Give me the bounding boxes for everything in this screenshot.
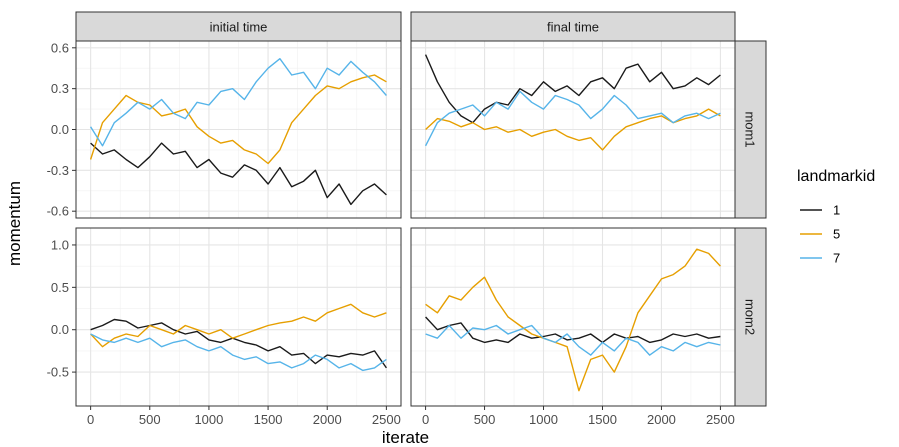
x-tick-label: 2000 — [647, 412, 676, 427]
row-strip-1 — [734, 40, 767, 219]
y-tick-label: -0.5 — [47, 365, 69, 380]
series-line-5 — [90, 303, 387, 348]
row-strip-label-2: mom2 — [743, 299, 758, 335]
row-strip-label-1: mom1 — [743, 111, 758, 147]
x-tick-label: 1000 — [529, 412, 558, 427]
panel-border — [410, 40, 736, 219]
legend: landmarkid 1 5 7 — [797, 168, 875, 266]
series-line-7 — [90, 333, 387, 372]
x-tick-label: 0 — [87, 412, 94, 427]
panel-r1-c2 — [410, 40, 736, 219]
series-line-7 — [424, 90, 721, 147]
series-line-1 — [424, 54, 721, 124]
panel-r2-c2 — [410, 227, 736, 407]
panel-border — [410, 227, 736, 407]
x-tick-label: 0 — [422, 412, 429, 427]
y-tick-label: 0.6 — [51, 40, 69, 55]
y-tick-label: 0.0 — [51, 322, 69, 337]
column-strip-2 — [410, 11, 736, 42]
y-axis-title: momentum — [5, 181, 24, 266]
x-tick-label: 2000 — [313, 412, 342, 427]
series-line-5 — [425, 248, 721, 392]
y-tick-label: 0.3 — [51, 81, 69, 96]
series-line-7 — [425, 324, 721, 356]
panel-r2-c1 — [75, 227, 402, 407]
legend-label-5: 5 — [833, 227, 840, 242]
column-strip-label-2: final time — [547, 20, 599, 35]
series-line-1 — [90, 142, 387, 206]
x-tick-label: 500 — [474, 412, 496, 427]
series-line-1 — [425, 316, 721, 344]
column-strip-1 — [75, 11, 402, 42]
y-tick-label: -0.3 — [47, 163, 69, 178]
column-strip-label-1: initial time — [210, 20, 268, 35]
row-strip-2 — [734, 227, 767, 407]
series-line-7 — [90, 58, 387, 147]
x-tick-label: 1500 — [254, 412, 283, 427]
y-tick-label: 0.5 — [51, 280, 69, 295]
panel-r1-c1 — [75, 40, 402, 219]
x-tick-label: 2500 — [706, 412, 735, 427]
x-tick-label: 1500 — [588, 412, 617, 427]
x-tick-label: 2500 — [372, 412, 401, 427]
panel-border — [75, 227, 402, 407]
y-tick-label: -0.6 — [47, 204, 69, 219]
x-tick-label: 500 — [139, 412, 161, 427]
x-tick-label: 1000 — [194, 412, 223, 427]
x-axis-title: iterate — [382, 428, 429, 447]
legend-label-7: 7 — [833, 251, 840, 266]
legend-title: landmarkid — [797, 168, 875, 185]
series-line-1 — [90, 318, 387, 369]
legend-label-1: 1 — [833, 203, 840, 218]
y-tick-label: 1.0 — [51, 237, 69, 252]
y-tick-label: 0.0 — [51, 122, 69, 137]
